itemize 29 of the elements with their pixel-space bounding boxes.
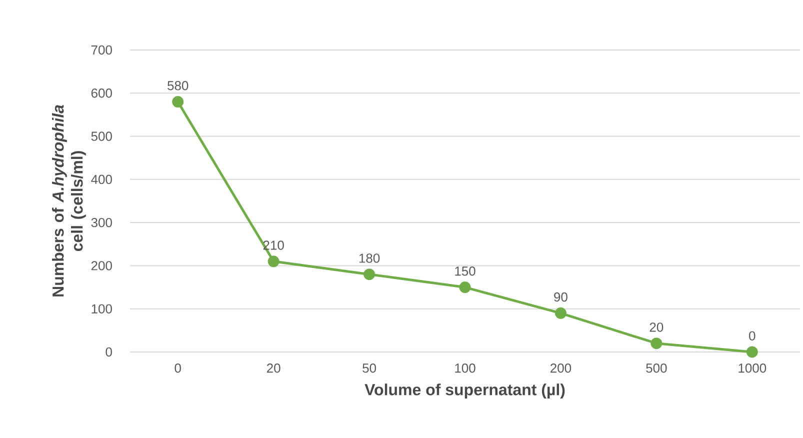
point (650, 338, 662, 350)
data-label: 580 (168, 81, 188, 90)
data-label: 150 (455, 266, 476, 276)
data-label: 90 (554, 292, 568, 302)
x-tick-label: 0 (174, 364, 181, 373)
y-tick-label: 0 (106, 347, 112, 357)
x-axis-title: Volume of supernatant (µl) (364, 384, 565, 399)
point (554, 307, 566, 319)
point (364, 268, 376, 280)
y-tick-label: 300 (91, 218, 112, 228)
y-tick-label: 100 (92, 304, 112, 314)
data-label: 20 (650, 322, 664, 332)
x-tick-label: 50 (362, 364, 376, 373)
point (172, 96, 184, 108)
x-tick-label: 1000 (738, 364, 766, 373)
point (459, 282, 471, 294)
point (746, 346, 758, 358)
y-tick-label: 500 (91, 132, 112, 141)
data-label: 0 (749, 331, 756, 340)
y-tick-label: 600 (91, 88, 112, 98)
point (268, 256, 280, 268)
y-tick-label: 400 (91, 174, 112, 184)
x-tick-label: 200 (550, 364, 572, 373)
y-tick-label: 700 (91, 45, 112, 55)
y-tick-label: 200 (91, 261, 112, 270)
x-tick-label: 500 (646, 364, 667, 373)
data-label: 180 (359, 254, 380, 263)
x-tick-label: 20 (267, 364, 280, 373)
x-tick-label: 100 (455, 364, 476, 373)
